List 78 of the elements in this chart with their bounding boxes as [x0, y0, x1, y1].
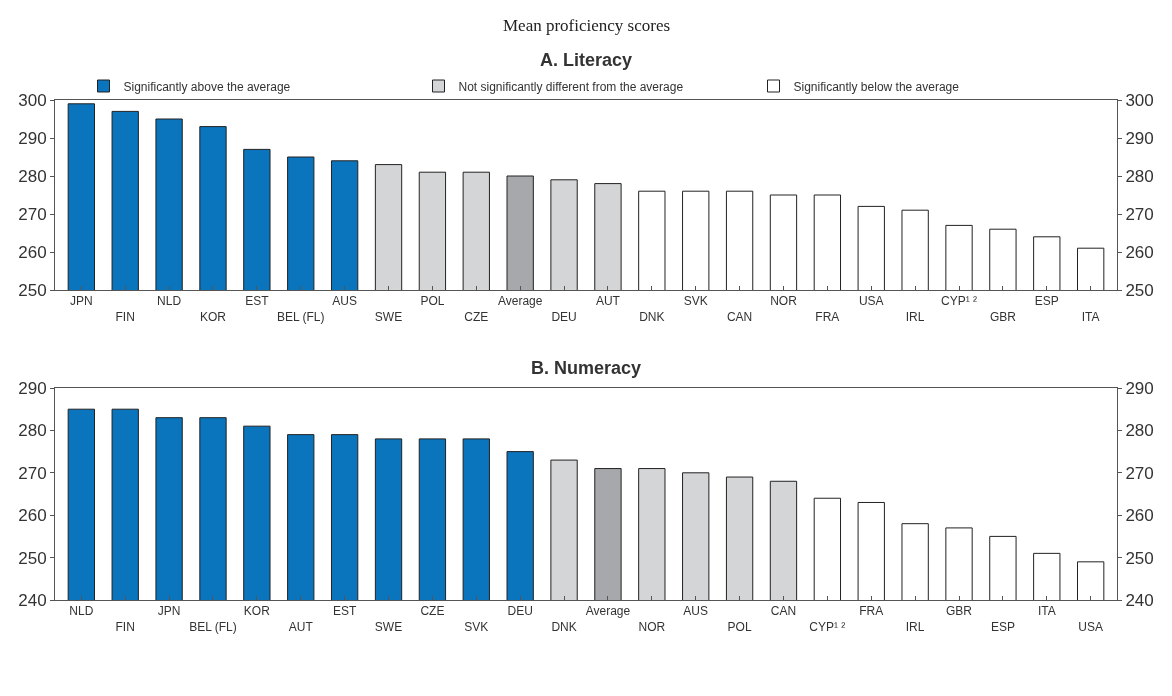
- x-tick-label: FIN: [115, 310, 135, 324]
- y2-tick-label: 260: [1125, 506, 1154, 526]
- x-tick-label: FIN: [115, 620, 135, 634]
- y-tick-label: 280: [18, 421, 47, 441]
- x-tick-label: CZE: [420, 604, 445, 619]
- y-tick-label: 250: [18, 280, 47, 300]
- x-tick-label: NLD: [157, 294, 182, 309]
- x-tick-label: NOR: [638, 620, 666, 634]
- chart-title: A. Literacy: [540, 50, 633, 70]
- y2-tick-label: 270: [1125, 204, 1154, 224]
- y2-tick-label: 280: [1125, 421, 1154, 441]
- x-tick-label: ESP: [1034, 294, 1059, 309]
- x-tick-label: FRA: [815, 310, 840, 324]
- x-tick-label: AUT: [595, 294, 621, 309]
- x-tick-label: KOR: [199, 310, 227, 324]
- y2-tick-label: 290: [1125, 378, 1154, 398]
- x-tick-label: Average: [585, 604, 631, 619]
- x-tick-label: JPN: [69, 294, 93, 309]
- y-tick-label: 260: [18, 242, 47, 262]
- x-tick-label: SWE: [374, 620, 403, 634]
- x-tick-label: EST: [332, 604, 357, 619]
- x-tick-label: KOR: [243, 604, 271, 619]
- y-tick-label: 290: [18, 378, 47, 398]
- x-tick-label: ITA: [1081, 310, 1100, 324]
- x-tick-label: Average: [497, 294, 543, 309]
- x-tick-label: IRL: [905, 310, 925, 324]
- y2-tick-label: 300: [1125, 90, 1154, 110]
- y-tick-label: 260: [18, 506, 47, 526]
- x-tick-label: DNK: [639, 310, 665, 324]
- y2-tick-label: 290: [1125, 128, 1154, 148]
- x-tick-label: DNK: [551, 620, 577, 634]
- x-tick-label: EST: [245, 294, 270, 309]
- y2-tick-label: 260: [1125, 242, 1154, 262]
- x-tick-label: DEU: [507, 604, 533, 619]
- x-tick-label: CZE: [464, 310, 489, 324]
- x-tick-label: GBR: [989, 310, 1017, 324]
- x-tick-label: ESP: [990, 620, 1015, 634]
- x-tick-label: POL: [727, 620, 752, 634]
- legend-label: Not significantly different from the average: [458, 79, 684, 94]
- x-tick-label: BEL (FL): [189, 620, 237, 634]
- y2-tick-label: 270: [1125, 463, 1154, 483]
- x-tick-label: AUT: [288, 620, 314, 634]
- y2-tick-label: 250: [1125, 280, 1154, 300]
- x-tick-label: CAN: [726, 310, 753, 324]
- x-tick-label: SVK: [683, 294, 708, 309]
- x-tick-label: CYP¹ ²: [941, 294, 978, 309]
- y-tick-label: 270: [18, 463, 47, 483]
- y2-tick-label: 280: [1125, 166, 1154, 186]
- x-tick-label: AUS: [683, 604, 709, 619]
- x-tick-label: USA: [858, 294, 884, 309]
- x-tick-label: GBR: [946, 604, 973, 619]
- x-tick-label: CAN: [770, 604, 797, 619]
- x-tick-label: NLD: [69, 604, 94, 619]
- x-tick-label: BEL (FL): [276, 310, 325, 324]
- x-tick-label: AUS: [332, 294, 357, 309]
- x-tick-label: NOR: [770, 294, 798, 309]
- y2-tick-label: 240: [1125, 590, 1154, 610]
- y-tick-label: 290: [18, 128, 47, 148]
- chart-subtitle: Mean proficiency scores: [503, 16, 671, 35]
- legend-label: Significantly above the average: [123, 79, 291, 94]
- x-tick-label: ITA: [1037, 604, 1056, 619]
- chart-title: B. Numeracy: [531, 358, 642, 378]
- y-tick-label: 270: [18, 204, 47, 224]
- x-tick-label: SVK: [464, 620, 489, 634]
- x-tick-label: POL: [420, 294, 445, 309]
- y2-tick-label: 250: [1125, 548, 1154, 568]
- y-tick-label: 250: [18, 548, 47, 568]
- x-tick-label: USA: [1078, 620, 1104, 634]
- x-tick-label: DEU: [551, 310, 577, 324]
- x-tick-label: JPN: [157, 604, 181, 619]
- y-tick-label: 280: [18, 166, 47, 186]
- x-tick-label: FRA: [859, 604, 884, 619]
- x-tick-label: IRL: [905, 620, 925, 634]
- x-tick-label: SWE: [374, 310, 403, 324]
- x-tick-label: CYP¹ ²: [809, 620, 846, 634]
- y-tick-label: 240: [18, 590, 47, 610]
- y-tick-label: 300: [18, 90, 47, 110]
- legend-label: Significantly below the average: [793, 79, 960, 94]
